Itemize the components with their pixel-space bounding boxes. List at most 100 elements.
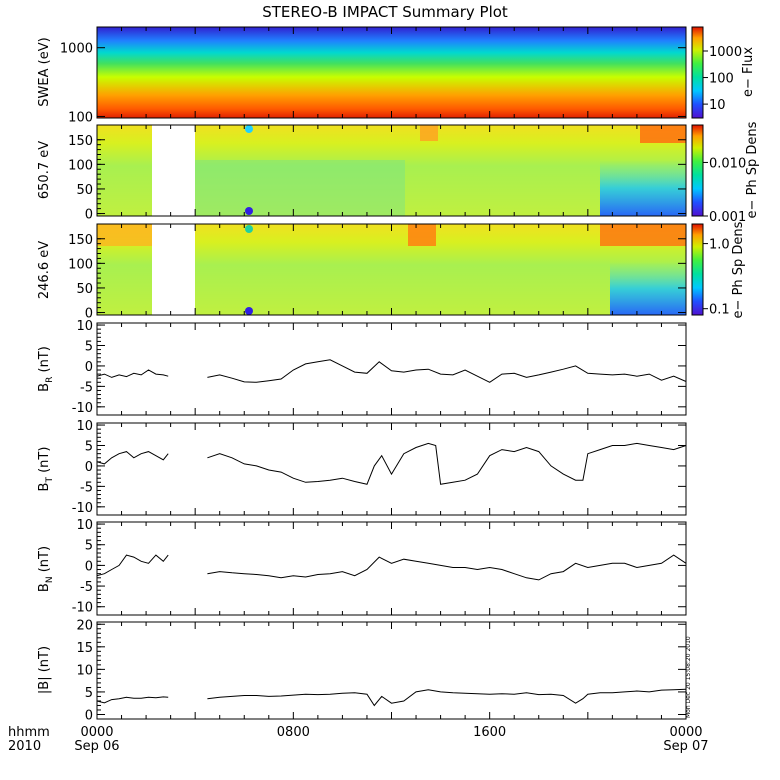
pad650-axis: 0 50 100 150 bbox=[68, 125, 687, 223]
bn-series-line bbox=[96, 554, 169, 577]
pad650-colorbar bbox=[691, 124, 704, 217]
pad246-dot-bottom bbox=[245, 307, 253, 315]
bmag-series-line bbox=[96, 696, 169, 704]
y-tick-label: 150 bbox=[68, 233, 93, 248]
y-tick-label: 150 bbox=[68, 134, 93, 149]
bt-ylabel-unit: (nT) bbox=[37, 447, 52, 477]
y-tick-label: 100 bbox=[68, 110, 93, 125]
pad246-colorbar-axis: 0.1 1.0 bbox=[703, 238, 730, 318]
br-series-line bbox=[96, 369, 169, 378]
panel-br: -10 -5 0 5 10 BR (nT) bbox=[37, 319, 687, 416]
br-series-line bbox=[207, 359, 687, 383]
pad650-spectrogram bbox=[97, 125, 686, 216]
bt-ylabel: BT (nT) bbox=[37, 447, 55, 492]
bn-ylabel-sub: N bbox=[45, 576, 55, 583]
y-tick-label: 100 bbox=[68, 257, 93, 272]
bn-ylabel-main: B bbox=[37, 583, 52, 592]
pad650-colorbar-label: e− Ph Sp Dens bbox=[745, 121, 760, 218]
y-tick-label: 10 bbox=[76, 419, 93, 434]
swea-colorbar bbox=[691, 26, 704, 119]
y-tick-label: 5 bbox=[85, 439, 93, 454]
bn-ylabel-unit: (nT) bbox=[37, 546, 52, 576]
y-tick-label: 0 bbox=[85, 208, 93, 223]
pad246-hotspot-left bbox=[97, 224, 152, 246]
swea-spectrogram bbox=[97, 27, 686, 118]
y-tick-label: 50 bbox=[76, 282, 93, 297]
pad246-colorbar bbox=[691, 223, 704, 316]
colorbar-tick-label: 10 bbox=[709, 98, 726, 113]
panel-bn: -10 -5 0 5 10 BN (nT) bbox=[37, 518, 687, 616]
swea-ylabel: SWEA (eV) bbox=[37, 37, 52, 106]
y-tick-label: 10 bbox=[76, 518, 93, 533]
y-tick-label: -5 bbox=[80, 380, 93, 395]
y-tick-label: 0 bbox=[85, 360, 93, 375]
colorbar-tick-label: 1.0 bbox=[709, 238, 730, 253]
pad246-colorbar-label: e− Ph Sp Dens bbox=[731, 221, 746, 318]
y-tick-label: 15 bbox=[76, 641, 93, 656]
y-tick-label: -5 bbox=[80, 480, 93, 495]
bn-plot: -10 -5 0 5 10 bbox=[72, 518, 687, 616]
panel-pad-650: 0 50 100 150 650.7 eV 0.001 0.010 e− Ph Sp D… bbox=[37, 121, 760, 225]
y-tick-label: 20 bbox=[76, 618, 93, 633]
pad246-dot-top bbox=[245, 225, 253, 233]
y-tick-label: -10 bbox=[72, 601, 93, 616]
y-tick-label: 0 bbox=[85, 708, 93, 723]
timestamp-stamp: Mon Dec 20 15:08:20 2010 bbox=[685, 636, 692, 718]
y-tick-label: 10 bbox=[76, 663, 93, 678]
colorbar-tick-label: 1000 bbox=[709, 45, 742, 60]
pad650-hotspot bbox=[420, 125, 438, 141]
bmag-series-line bbox=[207, 688, 687, 707]
br-ylabel-main: B bbox=[37, 383, 52, 392]
y-tick-label: 1000 bbox=[60, 42, 93, 57]
br-plot: -10 -5 0 5 10 bbox=[72, 319, 687, 416]
br-frame bbox=[96, 322, 687, 416]
br-ylabel-sub: R bbox=[45, 377, 55, 383]
x-date-label: Sep 06 bbox=[74, 739, 119, 754]
x-tick-label: 0800 bbox=[277, 725, 310, 740]
x-tick-label: 0000 bbox=[669, 725, 702, 740]
bt-series-line bbox=[207, 442, 687, 485]
pad650-ylabel: 650.7 eV bbox=[37, 141, 52, 199]
x-tick-label: 1600 bbox=[473, 725, 506, 740]
pad650-hotspot-right bbox=[640, 125, 686, 143]
colorbar-tick-label: 0.010 bbox=[709, 156, 746, 171]
panel-bt: -10 -5 0 5 10 BT (nT) bbox=[37, 419, 687, 516]
swea-colorbar-label: e− Flux bbox=[741, 47, 756, 97]
bt-frame bbox=[96, 422, 687, 516]
bmag-ylabel: |B| (nT) bbox=[37, 646, 52, 694]
pad246-axis: 0 50 100 150 bbox=[68, 224, 687, 322]
bt-ylabel-main: B bbox=[37, 483, 52, 492]
panel-bmag: 0 5 10 15 20 |B| (nT) Mon Dec 20 15:08:20 20… bbox=[37, 618, 692, 723]
pad650-data-gap bbox=[152, 125, 195, 216]
bmag-frame bbox=[96, 621, 687, 720]
bn-series-line bbox=[207, 554, 687, 581]
colorbar-tick-label: 0.1 bbox=[709, 303, 730, 318]
y-tick-label: -10 bbox=[72, 401, 93, 416]
footer-year: 2010 bbox=[8, 739, 41, 754]
bmag-plot: 0 5 10 15 20 bbox=[76, 618, 687, 723]
colorbar-tick-label: 0.001 bbox=[709, 210, 746, 225]
y-tick-label: 10 bbox=[76, 319, 93, 334]
y-tick-label: 0 bbox=[85, 307, 93, 322]
panel-pad-246: 0 50 100 150 246.6 eV 0.1 1.0 e− Ph Sp Dens bbox=[37, 221, 746, 321]
pad246-ylabel: 246.6 eV bbox=[37, 241, 52, 299]
y-tick-label: 5 bbox=[85, 539, 93, 554]
x-date-label: Sep 07 bbox=[663, 739, 708, 754]
panel-swea: 100 1000 SWEA (eV) 10 100 1000 e− Flux bbox=[37, 26, 756, 125]
y-tick-label: 5 bbox=[85, 686, 93, 701]
y-tick-label: 50 bbox=[76, 183, 93, 198]
pad650-colorbar-axis: 0.001 0.010 bbox=[703, 156, 746, 225]
y-tick-label: 0 bbox=[85, 559, 93, 574]
bn-ylabel: BN (nT) bbox=[37, 546, 55, 592]
pad650-dot-top bbox=[245, 125, 253, 133]
pad246-spectrogram bbox=[97, 224, 686, 315]
bn-frame bbox=[96, 521, 687, 616]
y-tick-label: 5 bbox=[85, 339, 93, 354]
x-tick-label: 0000 bbox=[80, 725, 113, 740]
br-ylabel: BR (nT) bbox=[37, 346, 55, 392]
y-tick-label: -10 bbox=[72, 501, 93, 516]
pad246-hotspot-right bbox=[600, 224, 686, 246]
y-tick-label: 100 bbox=[68, 158, 93, 173]
